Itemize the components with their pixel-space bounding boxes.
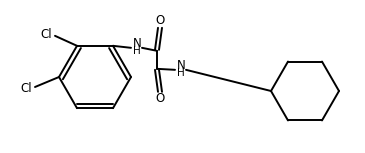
Text: N: N <box>177 59 185 72</box>
Text: H: H <box>177 68 185 78</box>
Text: O: O <box>155 14 165 27</box>
Text: O: O <box>155 92 165 105</box>
Text: H: H <box>133 46 141 56</box>
Text: Cl: Cl <box>40 28 52 41</box>
Text: Cl: Cl <box>20 82 32 95</box>
Text: N: N <box>132 37 141 50</box>
